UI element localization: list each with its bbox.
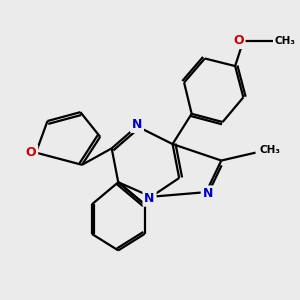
Text: CH₃: CH₃ (275, 36, 296, 46)
Text: N: N (202, 187, 213, 200)
Text: O: O (233, 34, 244, 47)
Text: CH₃: CH₃ (260, 145, 281, 155)
Text: O: O (26, 146, 36, 159)
Text: N: N (132, 118, 142, 131)
Text: N: N (144, 192, 155, 205)
